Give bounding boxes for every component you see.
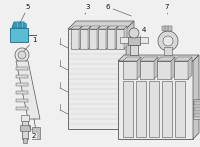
Polygon shape: [171, 57, 175, 79]
Bar: [71, 29, 79, 49]
Bar: [140, 61, 154, 79]
Bar: [123, 81, 133, 137]
Bar: [194, 107, 200, 111]
Text: 5: 5: [19, 4, 30, 25]
Polygon shape: [140, 57, 158, 61]
Bar: [123, 61, 137, 79]
Bar: [80, 29, 88, 49]
Text: 3: 3: [85, 4, 90, 14]
Polygon shape: [188, 57, 192, 79]
Circle shape: [163, 36, 173, 46]
Bar: [130, 45, 138, 55]
Polygon shape: [174, 57, 192, 61]
Circle shape: [18, 51, 26, 59]
Bar: [174, 61, 188, 79]
Text: 6: 6: [106, 4, 131, 16]
Bar: [157, 61, 171, 79]
Polygon shape: [123, 57, 141, 61]
Bar: [22, 121, 28, 139]
Bar: [149, 81, 159, 137]
Polygon shape: [126, 21, 134, 129]
Polygon shape: [79, 26, 82, 49]
Polygon shape: [20, 125, 30, 131]
Circle shape: [15, 48, 29, 62]
Polygon shape: [106, 26, 109, 49]
Bar: [23, 138, 27, 143]
Polygon shape: [16, 67, 28, 70]
Bar: [21, 115, 29, 121]
Bar: [116, 29, 124, 49]
Polygon shape: [16, 107, 28, 110]
Bar: [162, 81, 172, 137]
Bar: [107, 29, 115, 49]
Polygon shape: [97, 26, 100, 49]
Text: 7: 7: [165, 4, 169, 14]
Circle shape: [129, 28, 139, 38]
Polygon shape: [98, 26, 109, 29]
Bar: [89, 29, 97, 49]
Bar: [175, 81, 185, 137]
Polygon shape: [115, 26, 118, 49]
Polygon shape: [128, 37, 140, 45]
Bar: [98, 29, 106, 49]
Text: 2: 2: [29, 126, 36, 139]
Polygon shape: [157, 57, 175, 61]
Polygon shape: [16, 75, 28, 78]
Bar: [22, 23, 26, 27]
Polygon shape: [16, 91, 28, 94]
Bar: [32, 127, 40, 139]
Text: 1: 1: [24, 37, 36, 51]
Polygon shape: [154, 57, 158, 79]
Polygon shape: [89, 26, 100, 29]
Bar: [162, 26, 166, 31]
Polygon shape: [16, 83, 28, 86]
Text: 4: 4: [140, 27, 146, 37]
Polygon shape: [107, 26, 118, 29]
Polygon shape: [16, 61, 40, 119]
Polygon shape: [137, 57, 141, 79]
Bar: [140, 37, 148, 43]
Polygon shape: [116, 26, 127, 29]
Bar: [18, 23, 21, 27]
Bar: [136, 81, 146, 137]
Polygon shape: [80, 26, 91, 29]
Bar: [165, 26, 169, 31]
Bar: [120, 37, 128, 43]
Bar: [118, 61, 193, 139]
Bar: [193, 99, 200, 119]
Polygon shape: [88, 26, 91, 49]
Polygon shape: [16, 99, 28, 102]
Polygon shape: [124, 26, 127, 49]
Polygon shape: [193, 55, 199, 139]
Bar: [164, 47, 172, 55]
Circle shape: [158, 31, 178, 51]
Bar: [12, 23, 16, 27]
Polygon shape: [68, 21, 134, 29]
Polygon shape: [118, 55, 199, 61]
Bar: [68, 29, 126, 129]
Polygon shape: [10, 28, 28, 42]
Bar: [168, 26, 172, 31]
Bar: [194, 101, 200, 105]
Polygon shape: [71, 26, 82, 29]
Polygon shape: [12, 22, 26, 28]
Bar: [194, 113, 200, 117]
